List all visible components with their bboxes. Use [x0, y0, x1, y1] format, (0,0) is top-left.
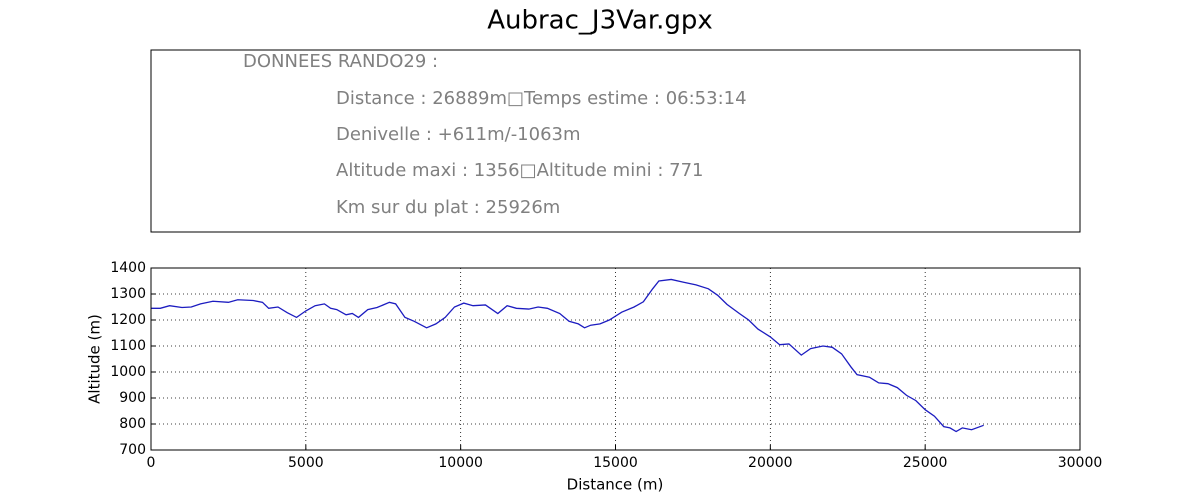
x-tick-label: 0 [147, 455, 156, 471]
y-tick-label: 900 [119, 390, 146, 406]
x-tick-label: 30000 [1058, 455, 1103, 471]
x-tick-label: 20000 [748, 455, 793, 471]
y-tick-label: 1100 [110, 338, 146, 354]
info-line: Distance : 26889m□Temps estime : 06:53:1… [336, 88, 747, 109]
info-line: Altitude maxi : 1356□Altitude mini : 771 [336, 160, 703, 181]
y-axis-label: Altitude (m) [86, 314, 104, 404]
x-tick-label: 15000 [593, 455, 638, 471]
info-line: Denivelle : +611m/-1063m [336, 124, 581, 145]
y-tick-label: 700 [119, 442, 146, 458]
info-box [150, 49, 1081, 233]
y-tick-label: 800 [119, 416, 146, 432]
y-tick-label: 1200 [110, 312, 146, 328]
x-axis-label: Distance (m) [567, 476, 664, 494]
y-tick-label: 1400 [110, 260, 146, 276]
altitude-line [151, 278, 984, 433]
plot-frame [150, 267, 1081, 451]
chart-title: Aubrac_J3Var.gpx [487, 6, 713, 36]
info-line: Km sur du plat : 25926m [336, 197, 560, 218]
x-tick-label: 5000 [288, 455, 324, 471]
info-line: DONNEES RANDO29 : [243, 51, 438, 72]
x-tick-label: 25000 [903, 455, 948, 471]
y-tick-label: 1300 [110, 286, 146, 302]
y-tick-label: 1000 [110, 364, 146, 380]
x-tick-label: 10000 [438, 455, 483, 471]
